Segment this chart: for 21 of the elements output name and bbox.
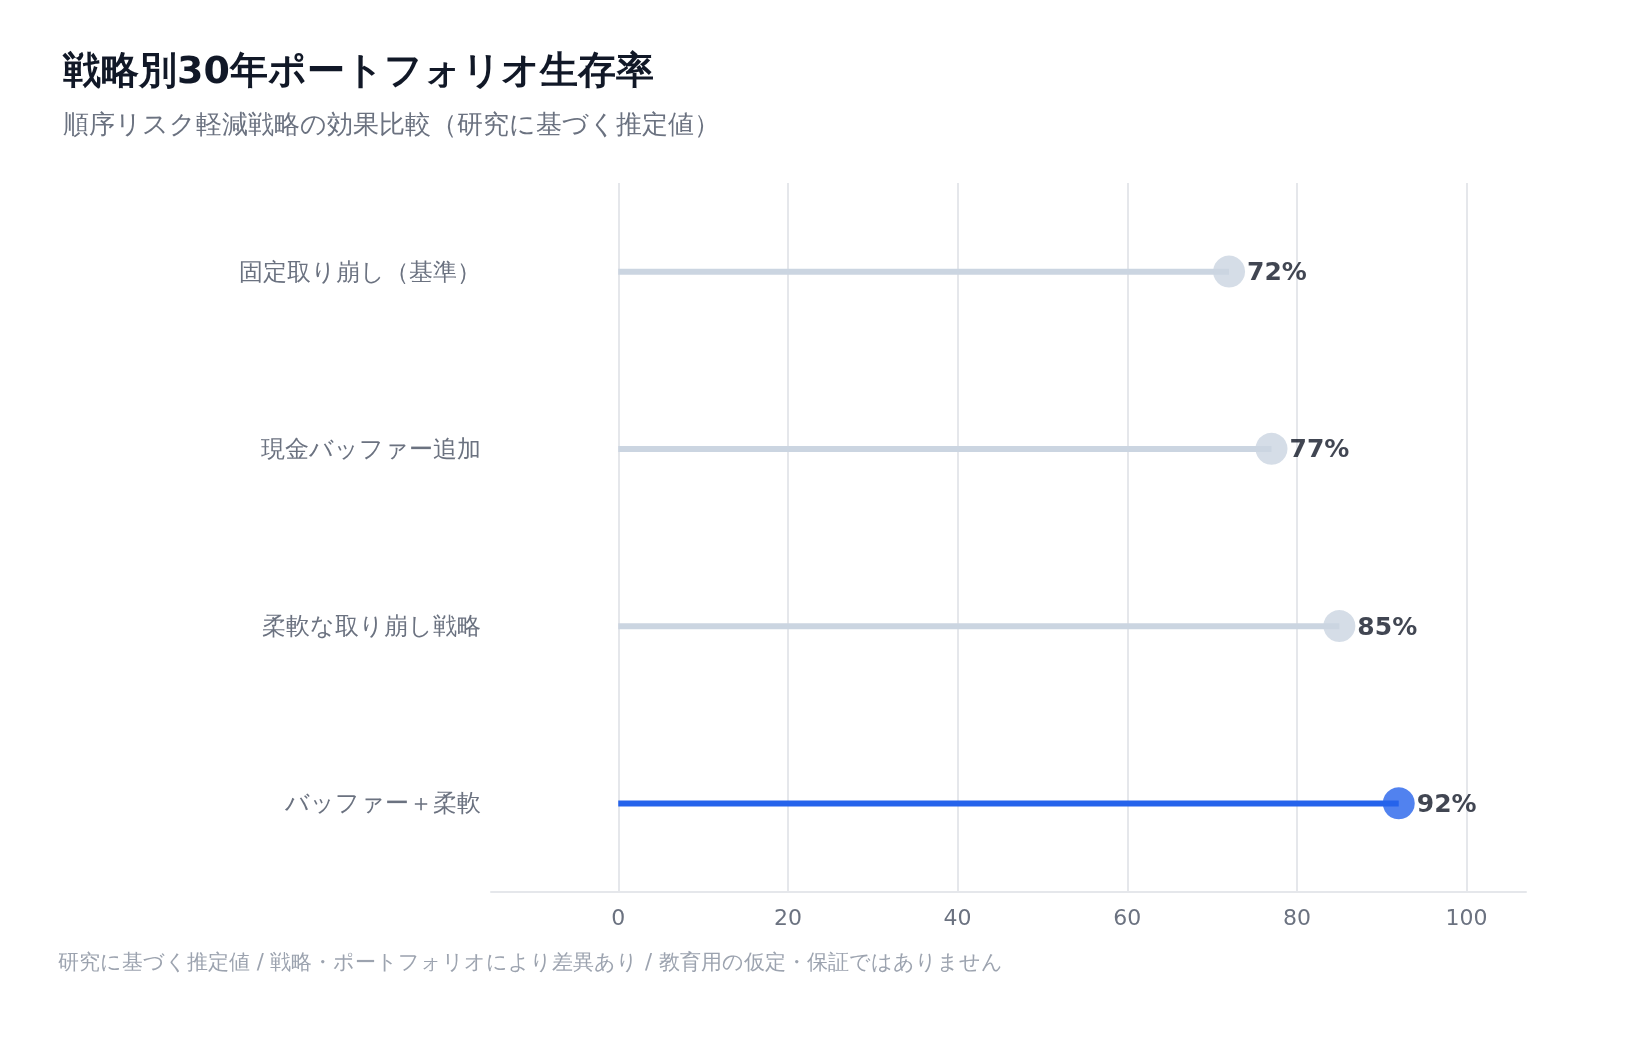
- point: [1382, 787, 1415, 820]
- x-tick-label: 60: [1113, 904, 1142, 930]
- y-tick-label: 固定取り崩し（基準）: [239, 257, 481, 286]
- data-label: 85%: [1357, 611, 1418, 641]
- y-tick-label: 柔軟な取り崩し戦略: [262, 612, 481, 641]
- chart-title: 戦略別30年ポートフォリオ生存率: [62, 48, 654, 92]
- chart-subtitle: 順序リスク軽減戦略の効果比較（研究に基づく推定値）: [63, 109, 720, 139]
- y-tick-label: バッファー＋柔軟: [284, 789, 481, 818]
- point: [1323, 610, 1356, 643]
- text: 研究に基づく推定値 / 戦略・ポートフォリオにより差異あり / 教育用の仮定・保証ではありません: [58, 949, 1003, 974]
- point: [1255, 432, 1288, 465]
- data-label: 92%: [1416, 788, 1477, 818]
- data-label: 72%: [1247, 257, 1307, 287]
- y-tick-label: 現金バッファー追加: [261, 434, 481, 463]
- point: [1213, 255, 1246, 288]
- x-tick-label: 0: [611, 904, 626, 930]
- x-tick-label: 20: [773, 904, 802, 930]
- data-label: 77%: [1289, 434, 1350, 464]
- x-tick-label: 100: [1445, 904, 1488, 930]
- x-tick-label: 80: [1282, 904, 1311, 930]
- x-tick-label: 40: [943, 904, 972, 930]
